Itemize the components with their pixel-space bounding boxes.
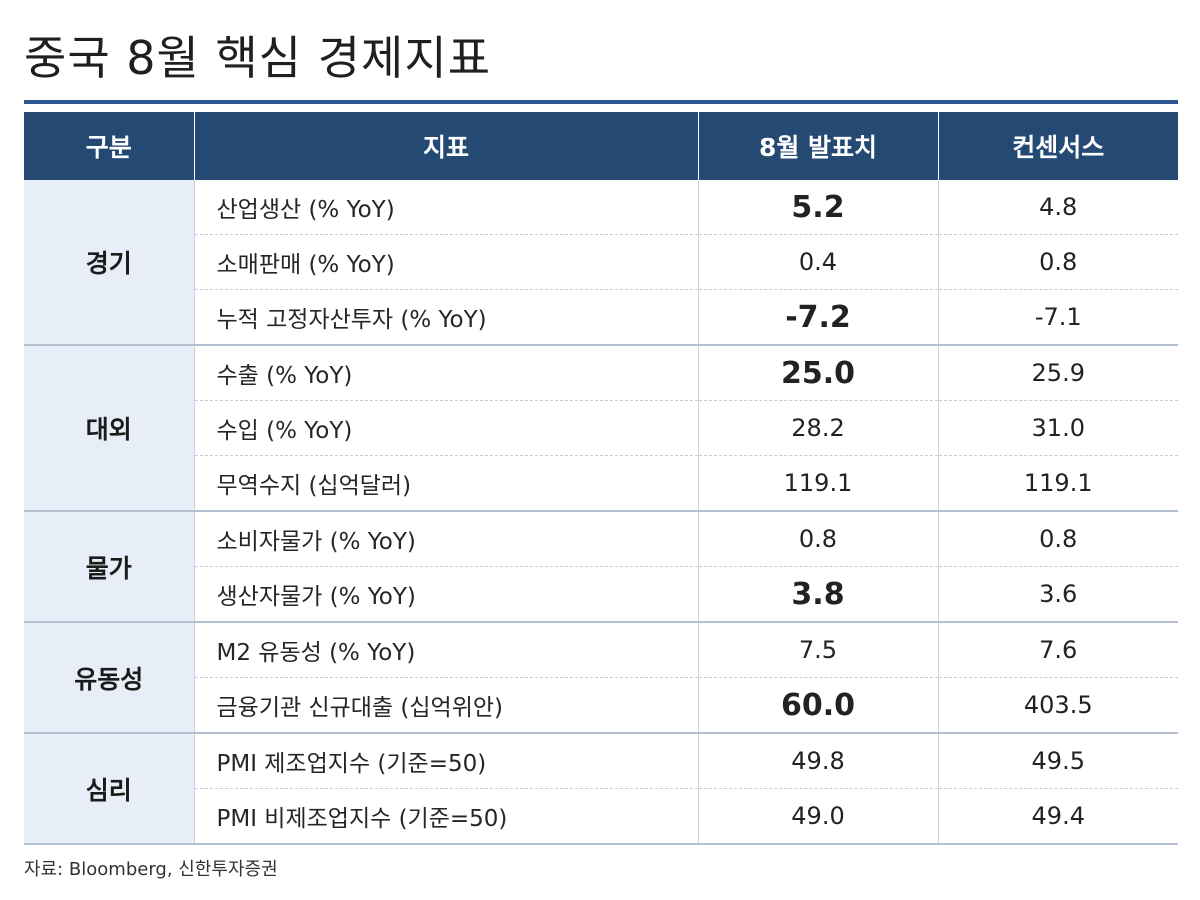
actual-value-cell: 3.8	[697, 566, 938, 623]
category-cell: 유동성	[24, 622, 194, 734]
actual-value-cell: 25.0	[697, 345, 938, 401]
header-indicator: 지표	[193, 112, 698, 180]
actual-value-cell: 5.2	[697, 180, 938, 235]
table-row: 경기 산업생산 (% YoY) 5.2 4.8	[24, 180, 1178, 346]
table-row: 소매판매 (% YoY) 0.4 0.8	[24, 234, 1178, 290]
category-cell: 경기	[24, 180, 194, 346]
consensus-value-cell: 7.6	[937, 622, 1178, 678]
indicator-name-cell: PMI 비제조업지수 (기준=50)	[193, 788, 698, 845]
actual-value-cell: 7.5	[697, 622, 938, 678]
indicator-name-cell: 누적 고정자산투자 (% YoY)	[193, 289, 698, 346]
consensus-value-cell: 31.0	[937, 400, 1178, 456]
title-divider	[24, 100, 1178, 104]
actual-value-cell: 0.8	[697, 511, 938, 567]
consensus-value-cell: 49.4	[937, 788, 1178, 845]
source-note: 자료: Bloomberg, 신한투자증권	[24, 859, 278, 880]
table-row: 누적 고정자산투자 (% YoY) -7.2 -7.1	[24, 289, 1178, 346]
table-row: 금융기관 신규대출 (십억위안) 60.0 403.5	[24, 677, 1178, 734]
indicator-name-cell: 산업생산 (% YoY)	[193, 180, 698, 235]
table-row: 유동성 M2 유동성 (% YoY) 7.5 7.6	[24, 622, 1178, 734]
table-row: 대외 수출 (% YoY) 25.0 25.9	[24, 345, 1178, 512]
header-consensus: 컨센서스	[937, 112, 1178, 180]
actual-value-cell: 0.4	[697, 234, 938, 290]
indicator-name-cell: 소비자물가 (% YoY)	[193, 511, 698, 567]
category-cell: 대외	[24, 345, 194, 512]
indicator-name-cell: 수입 (% YoY)	[193, 400, 698, 456]
indicator-name-cell: 소매판매 (% YoY)	[193, 234, 698, 290]
indicator-name-cell: 생산자물가 (% YoY)	[193, 566, 698, 623]
table-row: PMI 비제조업지수 (기준=50) 49.0 49.4	[24, 788, 1178, 845]
category-cell: 물가	[24, 511, 194, 623]
consensus-value-cell: 4.8	[937, 180, 1178, 235]
table-header-row: 구분 지표 8월 발표치 컨센서스	[24, 112, 1178, 180]
category-cell: 심리	[24, 733, 194, 845]
header-category: 구분	[24, 112, 194, 180]
indicator-name-cell: 수출 (% YoY)	[193, 345, 698, 401]
indicator-name-cell: 금융기관 신규대출 (십억위안)	[193, 677, 698, 734]
consensus-value-cell: 49.5	[937, 733, 1178, 789]
table-row: 심리 PMI 제조업지수 (기준=50) 49.8 49.5	[24, 733, 1178, 845]
table-row: 수입 (% YoY) 28.2 31.0	[24, 400, 1178, 456]
table-row: 생산자물가 (% YoY) 3.8 3.6	[24, 566, 1178, 623]
indicator-name-cell: 무역수지 (십억달러)	[193, 455, 698, 512]
consensus-value-cell: 0.8	[937, 234, 1178, 290]
page-title: 중국 8월 핵심 경제지표	[24, 31, 492, 85]
indicator-name-cell: PMI 제조업지수 (기준=50)	[193, 733, 698, 789]
table-row: 무역수지 (십억달러) 119.1 119.1	[24, 455, 1178, 512]
actual-value-cell: 60.0	[697, 677, 938, 734]
actual-value-cell: 28.2	[697, 400, 938, 456]
header-actual: 8월 발표치	[697, 112, 938, 180]
indicator-table: 구분 지표 8월 발표치 컨센서스 경기 산업생산 (% YoY) 5.2 4.8 소매…	[24, 112, 1178, 845]
actual-value-cell: 49.8	[697, 733, 938, 789]
table-row: 물가 소비자물가 (% YoY) 0.8 0.8	[24, 511, 1178, 623]
consensus-value-cell: 3.6	[937, 566, 1178, 623]
consensus-value-cell: 403.5	[937, 677, 1178, 734]
consensus-value-cell: 119.1	[937, 455, 1178, 512]
actual-value-cell: -7.2	[697, 289, 938, 346]
consensus-value-cell: 0.8	[937, 511, 1178, 567]
consensus-value-cell: 25.9	[937, 345, 1178, 401]
consensus-value-cell: -7.1	[937, 289, 1178, 346]
actual-value-cell: 49.0	[697, 788, 938, 845]
actual-value-cell: 119.1	[697, 455, 938, 512]
indicator-name-cell: M2 유동성 (% YoY)	[193, 622, 698, 678]
